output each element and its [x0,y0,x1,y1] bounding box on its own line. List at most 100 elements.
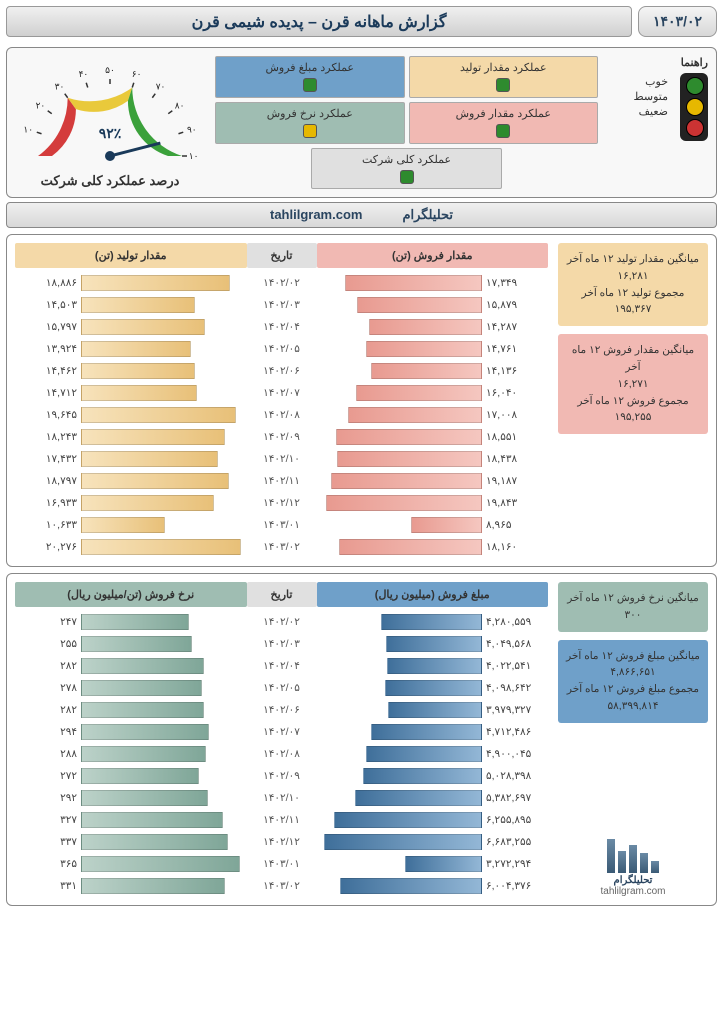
bar-value: ۱۸,۲۴۳ [15,431,77,443]
date-cell: ۱۴۰۲/۱۲ [247,492,317,514]
bar-row: ۱۸,۱۶۰ [317,536,549,558]
site-brand: تحلیلگرام [402,207,453,223]
bar-row: ۱۴,۱۳۶ [317,360,549,382]
bar-row: ۳۳۷ [15,831,247,853]
bar-value: ۵,۰۲۸,۳۹۸ [486,770,548,782]
bar-value: ۳۳۱ [15,880,77,892]
svg-text:۱۰۰: ۱۰۰ [189,151,200,161]
date-cell: ۱۴۰۳/۰۲ [247,536,317,558]
header: ۱۴۰۳/۰۲ گزارش ماهانه قرن – پدیده شیمی قر… [0,0,723,43]
chart-dates-2: تاریخ۱۴۰۲/۰۲۱۴۰۲/۰۳۱۴۰۲/۰۴۱۴۰۲/۰۵۱۴۰۲/۰۶… [247,582,317,897]
bar-value: ۲۸۲ [15,704,77,716]
site-bar: تحلیلگرام tahlilgram.com [6,202,717,228]
column-header: مقدار تولید (تن) [15,243,247,268]
bar-row: ۲۸۲ [15,655,247,677]
date-cell: ۱۴۰۲/۰۶ [247,360,317,382]
bar-row: ۴,۹۰۰,۰۴۵ [317,743,549,765]
bar-row: ۴,۰۴۹,۵۶۸ [317,633,549,655]
chart-production-volume: مقدار تولید (تن)۱۸,۸۸۶۱۴,۵۰۳۱۵,۷۹۷۱۳,۹۲۴… [15,243,247,558]
bar-value: ۱۸,۸۸۶ [15,277,77,289]
date-cell: ۱۴۰۳/۰۲ [247,875,317,897]
date-cell: ۱۴۰۲/۰۴ [247,655,317,677]
kpi-status-icon [496,78,510,92]
bar-row: ۴,۷۱۲,۴۸۶ [317,721,549,743]
kpi-cell: عملکرد نرخ فروش [215,102,405,144]
logo-url: tahlilgram.com [558,886,708,897]
bar-value: ۲۹۴ [15,726,77,738]
bar-value: ۱۶,۹۳۳ [15,497,77,509]
section-revenue: میانگین نرخ فروش ۱۲ ماه آخر۳۰۰میانگین مب… [6,573,717,906]
column-header-date: تاریخ [247,582,317,607]
bar-value: ۲۴۷ [15,616,77,628]
bar-value: ۱۷,۳۴۹ [486,277,548,289]
logo-bars-icon [558,839,708,873]
logo: تحلیلگرامtahlilgram.com [558,839,708,897]
bar-row: ۱۸,۷۹۷ [15,470,247,492]
bar-row: ۴,۰۹۸,۶۴۲ [317,677,549,699]
bar-value: ۱۴,۵۰۳ [15,299,77,311]
bar-row: ۱۸,۲۴۳ [15,426,247,448]
bar-row: ۱۸,۸۸۶ [15,272,247,294]
bar-row: ۱۹,۸۴۳ [317,492,549,514]
stat-box: میانگین مبلغ فروش ۱۲ ماه آخر۴,۸۶۶,۶۵۱مجم… [558,640,708,723]
bar-value: ۱۶,۰۴۰ [486,387,548,399]
bar-row: ۶,۰۰۴,۳۷۶ [317,875,549,897]
bar-value: ۱۰,۶۳۳ [15,519,77,531]
stat-box: میانگین مقدار فروش ۱۲ ماه آخر۱۶,۲۷۱مجموع… [558,334,708,434]
bar-value: ۲۰,۲۷۶ [15,541,77,553]
bar-row: ۳,۲۷۲,۲۹۴ [317,853,549,875]
bar-row: ۳۶۵ [15,853,247,875]
bar-row: ۴,۰۲۲,۵۴۱ [317,655,549,677]
date-cell: ۱۴۰۲/۱۰ [247,448,317,470]
bar-value: ۱۴,۷۶۱ [486,343,548,355]
bar-value: ۴,۰۹۸,۶۴۲ [486,682,548,694]
date-cell: ۱۴۰۲/۰۳ [247,294,317,316]
gauge-icon: ۱۰۲۰۳۰۴۰۵۰۶۰۷۰۸۰۹۰۱۰۰۹۲٪ [20,56,200,166]
kpi-label: عملکرد نرخ فروش [267,107,353,120]
traffic-light-icon [680,73,708,141]
svg-text:۴۰: ۴۰ [79,69,89,79]
date-cell: ۱۴۰۲/۰۹ [247,765,317,787]
stat-box: میانگین مقدار تولید ۱۲ ماه آخر۱۶,۲۸۱مجمو… [558,243,708,326]
bar-value: ۱۸,۷۹۷ [15,475,77,487]
column-header: نرخ فروش (تن/میلیون ریال) [15,582,247,607]
kpi-status-icon [303,78,317,92]
bar-row: ۳۲۷ [15,809,247,831]
gauge: ۱۰۲۰۳۰۴۰۵۰۶۰۷۰۸۰۹۰۱۰۰۹۲٪ درصد عملکرد کلی… [15,56,205,189]
date-cell: ۱۴۰۲/۰۵ [247,338,317,360]
svg-text:۹۰: ۹۰ [187,124,197,134]
bar-row: ۲۴۷ [15,611,247,633]
bar-row: ۱۸,۵۵۱ [317,426,549,448]
bar-row: ۱۴,۵۰۳ [15,294,247,316]
bar-value: ۱۴,۷۱۲ [15,387,77,399]
svg-text:۷۰: ۷۰ [156,81,166,91]
bar-row: ۱۷,۳۴۹ [317,272,549,294]
bar-value: ۱۸,۴۳۸ [486,453,548,465]
stat-line: مجموع فروش ۱۲ ماه آخر [564,393,702,410]
kpi-overall-status-icon [400,170,414,184]
date-cell: ۱۴۰۲/۰۵ [247,677,317,699]
date-cell: ۱۴۰۲/۰۹ [247,426,317,448]
bar-value: ۱۳,۹۲۴ [15,343,77,355]
bar-row: ۱۴,۴۶۲ [15,360,247,382]
bar-value: ۱۷,۰۰۸ [486,409,548,421]
svg-text:۶۰: ۶۰ [132,69,142,79]
svg-text:۲۰: ۲۰ [36,100,46,110]
date-cell: ۱۴۰۲/۰۷ [247,721,317,743]
bar-value: ۱۴,۲۸۷ [486,321,548,333]
bar-row: ۲۹۴ [15,721,247,743]
bar-value: ۲۷۲ [15,770,77,782]
bar-value: ۴,۰۲۲,۵۴۱ [486,660,548,672]
bar-value: ۴,۹۰۰,۰۴۵ [486,748,548,760]
bar-row: ۲۸۲ [15,699,247,721]
bar-row: ۲۵۵ [15,633,247,655]
date-cell: ۱۴۰۲/۱۰ [247,787,317,809]
svg-text:۹۲٪: ۹۲٪ [99,125,122,141]
date-cell: ۱۴۰۲/۰۳ [247,633,317,655]
bar-value: ۵,۳۸۲,۶۹۷ [486,792,548,804]
bar-row: ۱۵,۸۷۹ [317,294,549,316]
date-cell: ۱۴۰۲/۰۸ [247,404,317,426]
bar-row: ۱۸,۴۳۸ [317,448,549,470]
chart-revenue-amount: مبلغ فروش (میلیون ریال)۴,۲۸۰,۵۵۹۴,۰۴۹,۵۶… [317,582,549,897]
bar-row: ۱۶,۹۳۳ [15,492,247,514]
